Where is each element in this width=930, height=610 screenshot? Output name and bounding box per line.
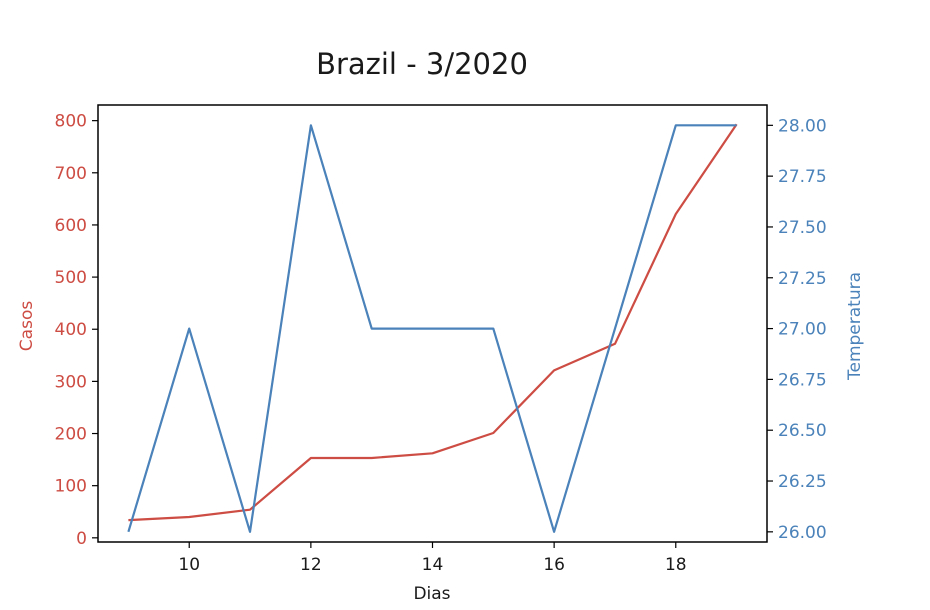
left-y-tick-label: 500 <box>55 268 87 288</box>
left-y-tick-label: 300 <box>55 372 87 392</box>
right-y-axis: 26.00 26.25 26.50 26.75 27.00 27.25 27.50 27.75… <box>767 116 827 543</box>
x-tick-label: 12 <box>300 555 322 575</box>
right-y-tick-label: 26.25 <box>778 472 827 492</box>
right-y-tick-label: 28.00 <box>778 116 827 136</box>
right-y-tick-label: 26.50 <box>778 421 827 441</box>
left-y-tick-label: 600 <box>55 216 87 236</box>
x-tick-label: 16 <box>543 555 565 575</box>
x-tick-label: 10 <box>178 555 200 575</box>
left-y-tick-label: 100 <box>55 477 87 497</box>
right-y-tick-label: 27.00 <box>778 320 827 340</box>
plot-frame <box>97 104 768 543</box>
chart-title: Brazil - 3/2020 <box>316 47 528 81</box>
left-y-axis: 0 100 200 300 400 500 600 700 800 <box>55 112 98 549</box>
right-y-tick-label: 26.00 <box>778 523 827 543</box>
left-y-tick-label: 0 <box>76 529 87 549</box>
left-y-tick-label: 400 <box>55 320 87 340</box>
left-y-tick-label: 800 <box>55 112 87 132</box>
right-y-tick-label: 27.25 <box>778 269 827 289</box>
right-y-tick-label: 27.50 <box>778 218 827 238</box>
x-axis-label: Dias <box>413 584 450 604</box>
left-y-tick-label: 700 <box>55 164 87 184</box>
series-line-2 <box>127 124 737 533</box>
series-line-1 <box>128 123 738 522</box>
x-tick-label: 18 <box>665 555 687 575</box>
right-y-axis-label: Temperatura <box>845 272 865 381</box>
plot-area <box>127 123 738 533</box>
right-y-tick-label: 27.75 <box>778 167 827 187</box>
left-y-axis-label: Casos <box>17 301 37 352</box>
right-y-tick-label: 26.75 <box>778 370 827 390</box>
x-axis: 10 12 14 16 18 <box>178 542 687 575</box>
x-tick-label: 14 <box>422 555 444 575</box>
left-y-tick-label: 200 <box>55 425 87 445</box>
